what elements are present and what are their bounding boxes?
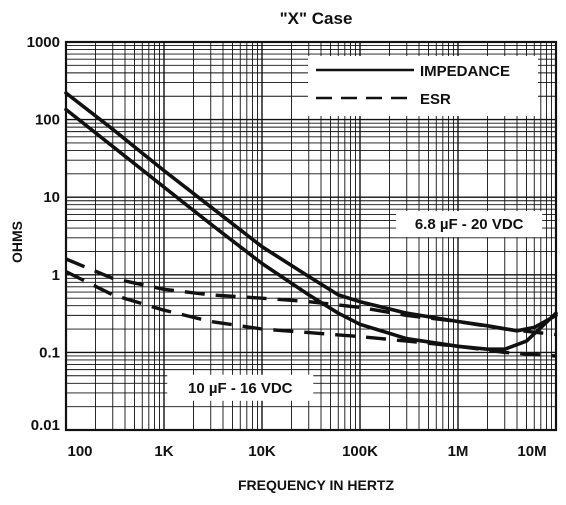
plot-border — [64, 40, 558, 432]
legend-label: ESR — [420, 91, 451, 108]
x-tick-label: 100K — [342, 443, 378, 460]
x-tick-label: 10K — [248, 443, 276, 460]
y-tick-label: 10 — [43, 189, 60, 206]
y-tick-label: 1 — [52, 267, 60, 284]
legend-box — [308, 56, 538, 116]
tick-labels: 100 1K 10K 100K 1M 10M 0.01 0.1 1 10 100 1000 — [27, 34, 547, 460]
series-lines — [64, 91, 558, 358]
esr-line-4 — [65, 270, 557, 358]
x-tick-label: 100 — [67, 443, 92, 460]
x-tick-label: 10M — [517, 443, 546, 460]
x-tick-label: 1M — [448, 443, 469, 460]
legend: IMPEDANCE ESR — [308, 56, 538, 116]
y-tick-label: 0.01 — [31, 417, 60, 434]
chart-title: "X" Case — [280, 9, 353, 28]
legend-label: IMPEDANCE — [420, 63, 510, 80]
y-tick-label: 1000 — [27, 34, 60, 51]
y-axis-label: OHMS — [9, 221, 25, 263]
impedance-line-2 — [64, 107, 558, 352]
x-axis-label: FREQUENCY IN HERTZ — [238, 477, 395, 493]
x-tick-label: 1K — [154, 443, 173, 460]
annotation-box — [167, 374, 314, 401]
annotation-label: 6.8 µF - 20 VDC — [415, 216, 524, 233]
y-tick-label: 100 — [35, 112, 60, 129]
annotations: 6.8 µF - 20 VDC 10 µF - 16 VDC — [167, 211, 543, 401]
y-tick-label: 0.1 — [39, 344, 60, 361]
annotation-box — [396, 211, 543, 238]
plot-frame — [64, 40, 558, 432]
annotation-label: 10 µF - 16 VDC — [188, 380, 293, 397]
esr-line-3 — [65, 257, 557, 337]
